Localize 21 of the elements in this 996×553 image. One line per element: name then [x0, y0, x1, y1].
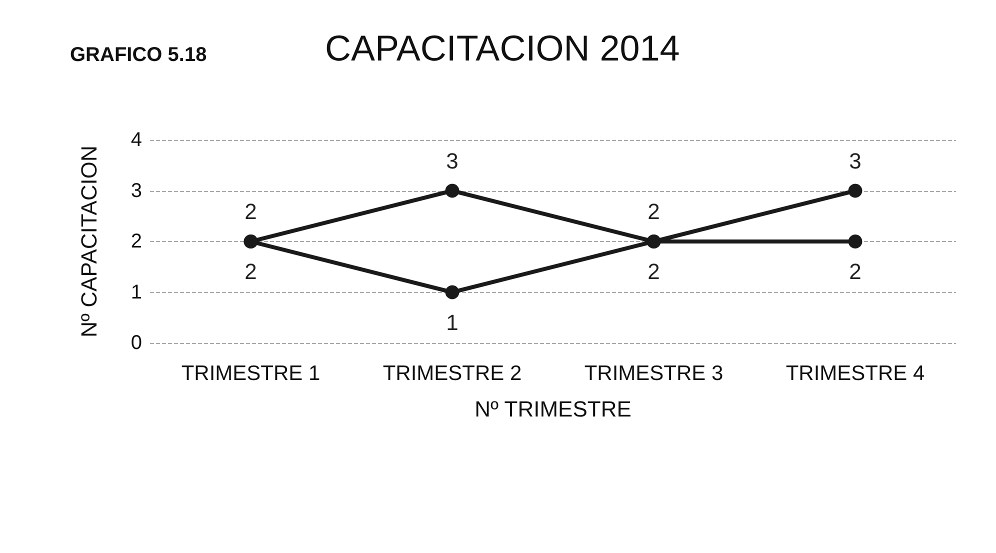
x-tick-label: TRIMESTRE 4	[786, 362, 925, 385]
y-tick-label: 1	[130, 281, 142, 304]
chart-title: CAPACITACION 2014	[325, 28, 680, 68]
y-tick-label: 4	[130, 129, 142, 151]
data-label: 2	[648, 199, 660, 224]
x-tick-label: TRIMESTRE 3	[584, 362, 724, 385]
x-tick-label: TRIMESTRE 2	[382, 362, 522, 385]
data-label: 2	[849, 259, 862, 284]
y-tick-label: 3	[130, 180, 142, 202]
data-label: 2	[244, 259, 257, 284]
data-label: 2	[648, 259, 660, 284]
y-tick-label: 0	[130, 332, 142, 354]
text: GRAFICO 5.18	[70, 44, 207, 66]
x-tick-label: TRIMESTRE 1	[181, 362, 320, 385]
data-label: 3	[849, 148, 862, 174]
x-axis-title: Nº TRIMESTRE	[474, 396, 632, 422]
data-label: 1	[446, 310, 458, 335]
y-tick-label: 2	[130, 230, 142, 252]
data-label: 3	[446, 148, 458, 174]
data-label: 2	[244, 199, 257, 224]
y-axis-title: Nº CAPACITACION	[76, 146, 102, 338]
